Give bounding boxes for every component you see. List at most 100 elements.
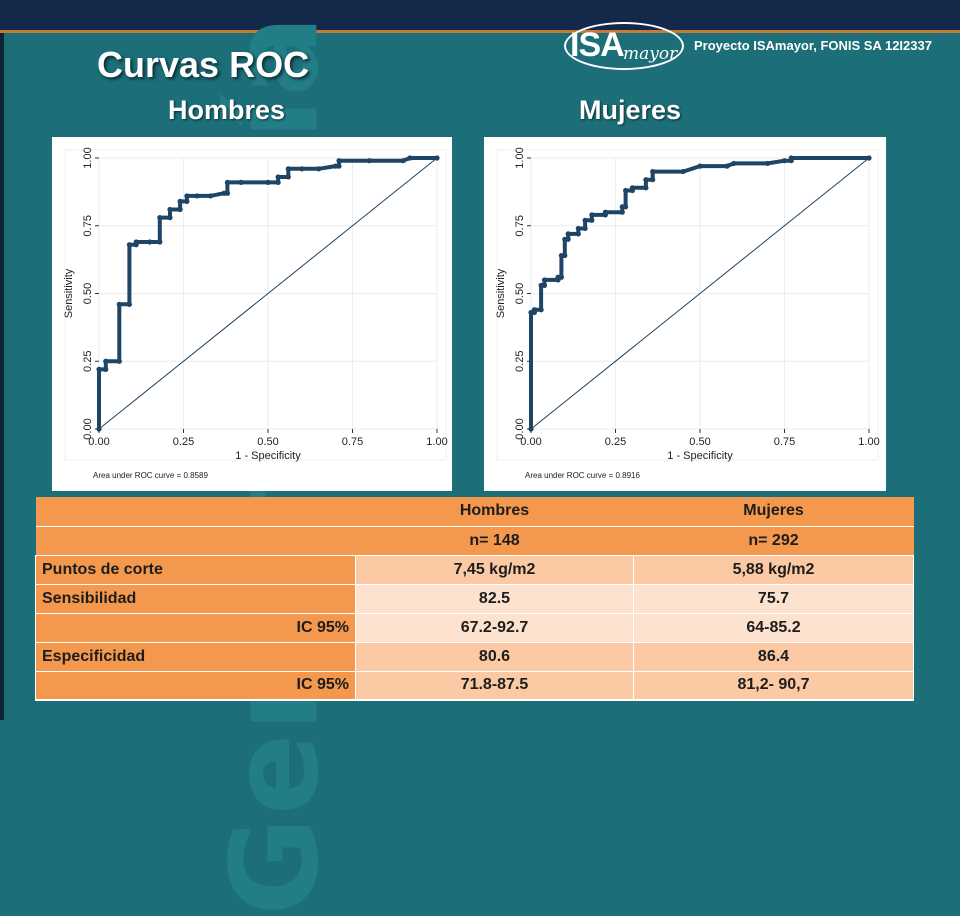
roc-panel-hombres: 0.00 0.25 0.50 0.75 1.00 0.00 0.25 0.50 0.75 1.00… [52,137,452,491]
x-tick-label: 0.00 [520,436,541,448]
subtitle-mujeres: Mujeres [579,95,682,125]
roc-point [434,155,440,161]
roc-point [96,426,102,432]
y-tick-label: 0.00 [514,418,526,439]
x-tick-label: 0.25 [173,436,194,448]
roc-point [629,185,635,191]
x-tick-label: 1.00 [426,436,447,448]
roc-point [781,158,788,164]
x-tick-label: 0.50 [689,436,710,448]
roc-point [265,179,271,185]
table-row: IC 95% 67.2-92.7 64-85.2 [35,612,914,643]
top-accent-line [0,30,960,33]
roc-point [207,193,214,199]
roc-point [623,204,629,210]
table-row: Puntos de corte 7,45 kg/m2 5,88 kg/m2 [35,554,914,585]
row-label: Especificidad [35,641,356,672]
roc-point [602,209,608,215]
roc-point [157,239,163,245]
subheader-cell [35,526,356,556]
cell-hombres: 71.8-87.5 [355,670,634,701]
x-tick-label: 0.75 [774,436,795,448]
roc-point [528,426,534,432]
roc-point [724,163,730,169]
x-tick-label: 0.25 [605,436,626,448]
x-axis-label: 1 - Specificity [235,450,301,462]
roc-point [643,185,649,191]
cell-hombres: 80.6 [355,641,634,672]
roc-point [336,158,342,164]
y-axis-label: Sensitivity [495,268,507,318]
cell-mujeres: 75.7 [633,583,914,614]
top-bar [0,0,960,30]
roc-point [224,179,231,185]
y-tick-label: 0.25 [514,351,526,372]
roc-point [366,158,372,164]
roc-point [531,307,537,313]
roc-point [103,358,109,364]
cell-hombres: 82.5 [355,583,634,614]
roc-point [285,166,291,172]
roc-point [336,163,342,169]
cell-hombres: 7,45 kg/m2 [355,554,634,585]
roc-point [589,217,595,223]
project-caption: Proyecto ISAmayor, FONIS SA 12I2337 [694,38,932,53]
roc-point [541,277,548,283]
auc-footnote: Area under ROC curve = 0.8589 [93,471,209,480]
y-tick-label: 0.50 [514,283,526,304]
roc-point [184,198,190,204]
y-tick-label: 0.50 [82,283,94,304]
roc-chart-hombres: 0.00 0.25 0.50 0.75 1.00 0.00 0.25 0.50 0.75 1.00… [63,147,448,480]
cell-mujeres: 86.4 [633,641,914,672]
y-tick-label: 0.75 [514,215,526,236]
subtitle-hombres: Hombres [168,95,286,125]
y-axis-label: Sensitivity [63,268,75,318]
roc-point [643,177,649,183]
roc-point [562,252,568,259]
x-tick-label: 0.75 [342,436,363,448]
table-subheader-row: n= 148 n= 292 [35,526,914,556]
roc-point [650,177,656,183]
roc-point [565,231,571,237]
roc-point [103,366,109,372]
roc-point [582,225,588,232]
cell-mujeres: 81,2- 90,7 [633,670,914,701]
roc-point [788,155,794,161]
roc-point [575,225,581,232]
roc-point [731,160,737,167]
roc-point [619,209,625,215]
roc-point [126,242,133,248]
x-tick-label: 1.00 [858,436,879,448]
y-tick-label: 0.00 [82,418,94,439]
y-tick-label: 0.25 [82,351,94,372]
roc-point [541,282,548,288]
cell-hombres: 67.2-92.7 [355,612,634,643]
reference-line [98,157,438,430]
table-row: Especificidad 80.6 86.4 [35,641,914,672]
roc-point [565,236,571,242]
roc-point [623,187,629,194]
left-accent-line [0,33,4,720]
roc-point [126,301,133,307]
row-label: Sensibilidad [35,583,356,614]
roc-point [147,239,153,245]
roc-point [116,358,122,364]
roc-point [275,179,281,185]
roc-point [177,206,183,213]
header-cell [35,497,356,527]
results-table: Hombres Mujeres n= 148 n= 292 Puntos de … [35,497,914,701]
roc-chart-mujeres: 0.00 0.25 0.50 0.75 1.00 0.00 0.25 0.50 0.75 1.00… [495,147,880,480]
roc-point [697,163,703,169]
logo-oval [564,22,684,70]
roc-point [275,174,281,180]
roc-panel-mujeres: 0.00 0.25 0.50 0.75 1.00 0.00 0.25 0.50 0.75 1.00… [484,137,886,491]
roc-point [96,366,102,372]
header-cell-mujeres: Mujeres [633,497,914,527]
x-tick-label: 0.50 [257,436,278,448]
roc-point [407,155,413,161]
roc-point [184,193,190,199]
slide-title: Curvas ROC [97,44,310,85]
roc-point [650,168,656,175]
roc-point [194,193,200,199]
row-label: Puntos de corte [35,554,356,585]
